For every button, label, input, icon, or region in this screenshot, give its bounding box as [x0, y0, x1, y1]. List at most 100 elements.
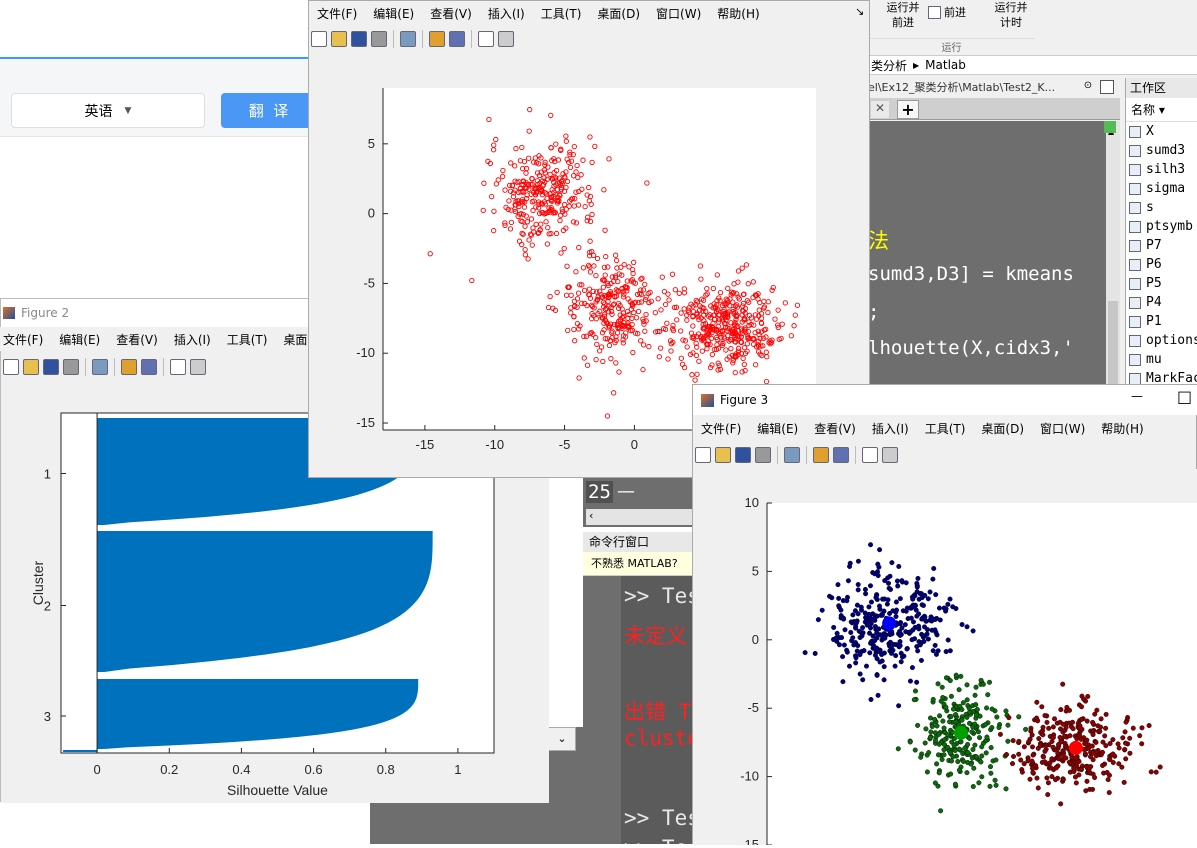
advance-button[interactable]: 前进 — [928, 2, 988, 22]
menu-item-6[interactable]: 窗口(W) — [1040, 421, 1086, 436]
language-select[interactable]: 英语 ▼ — [11, 93, 205, 128]
workspace-var[interactable]: P4 — [1126, 293, 1197, 312]
command-hint-bar[interactable]: 不熟悉 MATLAB? — [583, 552, 698, 576]
pointer-icon[interactable] — [170, 359, 186, 375]
workspace-var[interactable]: options — [1126, 331, 1197, 350]
menu-item-3[interactable]: 插入(I) — [487, 6, 525, 21]
menu-item-6[interactable]: 窗口(W) — [656, 6, 702, 21]
menu-item-4[interactable]: 工具(T) — [226, 332, 268, 347]
open-folder-icon[interactable] — [715, 447, 731, 463]
maximize-button[interactable]: □ — [1177, 387, 1193, 406]
workspace-var[interactable]: ptsymb — [1126, 217, 1197, 236]
copy-figure-icon[interactable] — [784, 447, 800, 463]
pointer-icon[interactable] — [478, 31, 494, 47]
close-tab-icon[interactable]: ✕ — [871, 101, 889, 118]
menu-item-4[interactable]: 工具(T) — [540, 6, 582, 21]
menu-item-1[interactable]: 编辑(E) — [757, 421, 799, 436]
print-icon[interactable] — [755, 447, 771, 463]
editor-menu-icon[interactable]: ⊙ — [1083, 80, 1093, 91]
new-tab-button[interactable]: + — [897, 100, 919, 119]
colorbar-icon[interactable] — [813, 447, 829, 463]
data-point — [669, 271, 676, 277]
data-point — [709, 351, 716, 358]
save-icon[interactable] — [351, 31, 367, 47]
property-editor-icon[interactable] — [882, 447, 898, 463]
menu-item-1[interactable]: 编辑(E) — [373, 6, 415, 21]
legend-icon[interactable] — [449, 31, 465, 47]
menu-item-1[interactable]: 编辑(E) — [59, 332, 101, 347]
copy-figure-icon[interactable] — [400, 31, 416, 47]
workspace-var[interactable]: s — [1126, 198, 1197, 217]
menu-item-5[interactable]: 桌面(D) — [981, 421, 1025, 436]
print-icon[interactable] — [371, 31, 387, 47]
copy-figure-icon[interactable] — [92, 359, 108, 375]
open-folder-icon[interactable] — [331, 31, 347, 47]
red-points — [427, 106, 801, 419]
data-point — [950, 706, 956, 712]
workspace-var[interactable]: silh3 — [1126, 160, 1197, 179]
workspace-var[interactable]: sigma — [1126, 179, 1197, 198]
run-time-button[interactable]: 运行并 计时 — [994, 1, 1028, 29]
save-icon[interactable] — [735, 447, 751, 463]
data-point — [528, 181, 534, 188]
workspace-var[interactable]: MarkFac — [1126, 369, 1197, 388]
pointer-icon[interactable] — [862, 447, 878, 463]
property-editor-icon[interactable] — [190, 359, 206, 375]
workspace-var[interactable]: sumd3 — [1126, 141, 1197, 160]
menu-item-0[interactable]: 文件(F) — [701, 421, 742, 436]
scroll-left-icon[interactable]: ‹ — [589, 509, 594, 522]
data-point — [625, 323, 632, 329]
workspace-var[interactable]: X — [1126, 122, 1197, 141]
menu-item-3[interactable]: 插入(I) — [871, 421, 909, 436]
new-file-icon[interactable] — [3, 359, 19, 375]
data-point — [630, 270, 636, 277]
translate-button[interactable]: 翻 译 — [221, 93, 316, 128]
menu-item-7[interactable]: 帮助(H) — [717, 6, 760, 21]
menu-item-2[interactable]: 查看(V) — [116, 332, 158, 347]
data-point — [1039, 759, 1045, 765]
data-point — [936, 770, 942, 776]
workspace-var[interactable]: mu — [1126, 350, 1197, 369]
figure1-corner-icon[interactable]: ↘ — [855, 5, 865, 18]
dropdown-toggle[interactable]: ⌄ — [548, 727, 576, 751]
run-advance-button[interactable]: 运行并 前进 — [886, 1, 920, 29]
menu-item-0[interactable]: 文件(F) — [3, 332, 44, 347]
editor-expand-icon[interactable] — [1100, 80, 1114, 94]
menu-item-2[interactable]: 查看(V) — [430, 6, 472, 21]
menu-item-3[interactable]: 插入(I) — [173, 332, 211, 347]
data-point — [620, 340, 626, 346]
workspace-var[interactable]: P1 — [1126, 312, 1197, 331]
minimize-button[interactable]: — — [1131, 389, 1143, 403]
workspace-var-name: P1 — [1146, 314, 1162, 329]
save-icon[interactable] — [43, 359, 59, 375]
data-point — [965, 741, 971, 747]
scroll-thumb[interactable] — [1108, 301, 1118, 387]
menu-item-0[interactable]: 文件(F) — [317, 6, 358, 21]
menu-item-4[interactable]: 工具(T) — [924, 421, 966, 436]
editor-code-area[interactable]: 法 sumd3,D3] = kmeans ; lhouette(X,cidx3,… — [868, 121, 1106, 387]
colorbar-icon[interactable] — [121, 359, 137, 375]
open-folder-icon[interactable] — [23, 359, 39, 375]
data-point — [903, 580, 909, 586]
menu-item-7[interactable]: 帮助(H) — [1101, 421, 1144, 436]
new-file-icon[interactable] — [311, 31, 327, 47]
workspace-var[interactable]: P7 — [1126, 236, 1197, 255]
new-file-icon[interactable] — [695, 447, 711, 463]
colorbar-icon[interactable] — [429, 31, 445, 47]
editor-hscroll[interactable]: ‹ — [586, 509, 698, 525]
data-point — [530, 225, 536, 231]
breadcrumb-folder[interactable]: 类分析 — [871, 58, 908, 73]
property-editor-icon[interactable] — [498, 31, 514, 47]
editor-scrollbar[interactable]: ▲ — [1106, 121, 1120, 387]
legend-icon[interactable] — [833, 447, 849, 463]
legend-icon[interactable] — [141, 359, 157, 375]
breadcrumb-matlab[interactable]: Matlab — [925, 58, 966, 72]
menu-item-5[interactable]: 桌面(D) — [597, 6, 641, 21]
workspace-name-header[interactable]: 名称 ▾ — [1126, 98, 1197, 122]
data-point — [681, 364, 688, 371]
print-icon[interactable] — [63, 359, 79, 375]
workspace-var[interactable]: P6 — [1126, 255, 1197, 274]
menu-item-2[interactable]: 查看(V) — [814, 421, 856, 436]
workspace-var[interactable]: P5 — [1126, 274, 1197, 293]
